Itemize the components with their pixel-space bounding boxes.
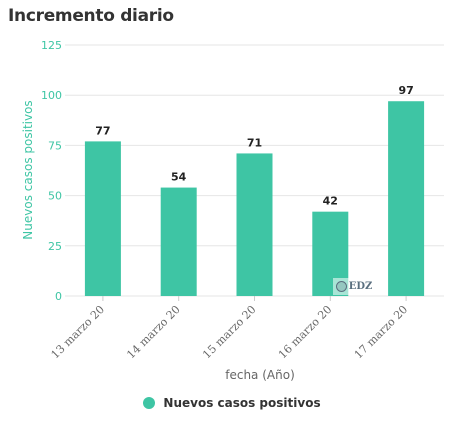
bars	[84, 101, 425, 296]
bar[interactable]	[236, 153, 273, 296]
data-label: 54	[171, 171, 187, 184]
legend-marker-icon	[143, 397, 156, 409]
y-axis-title: Nuevos casos positivos	[21, 100, 35, 239]
x-tick-label: 17 marzo 20	[352, 303, 410, 361]
data-label: 42	[323, 195, 338, 208]
y-axis-ticks: 0 25 50 75 100 125	[41, 39, 62, 303]
y-tick-label: 100	[41, 89, 62, 102]
chart-title: Incremento diario	[8, 6, 174, 26]
x-tick-label: 16 marzo 20	[276, 303, 334, 361]
watermark-logo: EDZ	[333, 278, 375, 295]
globe-icon	[335, 281, 347, 292]
data-label: 71	[247, 136, 262, 149]
y-tick-label: 75	[48, 139, 62, 152]
bar-chart: 0 25 50 75 100 125 77 54 71 42 97 13 marzo 20 14 m…	[21, 39, 444, 382]
x-axis-ticks: 13 marzo 20 14 marzo 20 15 marzo 20 16 marz…	[49, 296, 410, 361]
bar[interactable]	[84, 141, 121, 296]
legend[interactable]: Nuevos casos positivos	[0, 396, 464, 410]
data-label: 77	[95, 124, 110, 137]
y-tick-label: 50	[48, 190, 62, 203]
x-tick-label: 14 marzo 20	[124, 303, 182, 361]
x-axis-title: fecha (Año)	[225, 368, 295, 382]
watermark-text: EDZ	[348, 281, 373, 292]
bar[interactable]	[388, 101, 425, 296]
data-labels: 77 54 71 42 97	[95, 84, 414, 207]
bar[interactable]	[160, 187, 197, 296]
legend-label[interactable]: Nuevos casos positivos	[163, 396, 321, 410]
y-tick-label: 0	[55, 290, 62, 303]
y-tick-label: 25	[48, 240, 62, 253]
x-tick-label: 13 marzo 20	[49, 303, 107, 361]
y-tick-label: 125	[41, 39, 62, 52]
x-tick-label: 15 marzo 20	[200, 303, 258, 361]
data-label: 97	[398, 84, 413, 97]
